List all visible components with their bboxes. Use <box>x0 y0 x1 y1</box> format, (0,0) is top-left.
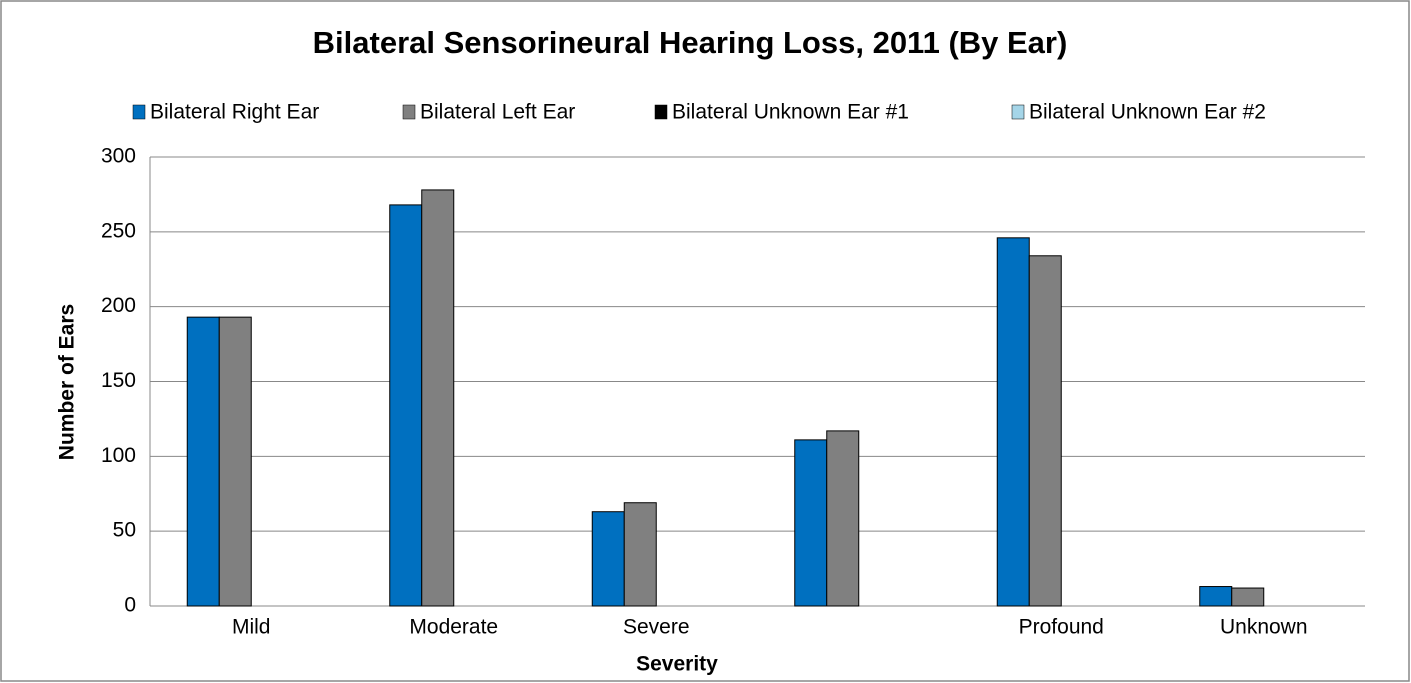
legend-label: Bilateral Unknown Ear #1 <box>672 101 909 124</box>
x-tick-label: Moderate <box>409 616 498 639</box>
x-tick-label: Severe <box>623 616 690 639</box>
legend-swatch <box>1011 104 1025 120</box>
legend-swatch <box>402 104 416 120</box>
x-axis-title: Severity <box>636 653 718 676</box>
x-tick-label: Mild <box>232 616 271 639</box>
bar <box>389 204 423 607</box>
chart-title: Bilateral Sensorineural Hearing Loss, 20… <box>313 25 1068 60</box>
bar <box>826 430 860 607</box>
legend-label: Bilateral Left Ear <box>420 101 575 124</box>
legend-swatch <box>654 104 668 120</box>
bar <box>794 439 828 607</box>
y-tick-label: 100 <box>101 444 136 467</box>
legend-label: Bilateral Unknown Ear #2 <box>1029 101 1266 124</box>
y-tick-label: 50 <box>113 519 136 542</box>
y-tick-label: 300 <box>101 145 136 168</box>
bar <box>421 189 455 607</box>
bar <box>1028 255 1062 607</box>
y-axis-title: Number of Ears <box>56 304 79 460</box>
legend-swatch <box>132 104 146 120</box>
bar <box>591 511 625 607</box>
bar <box>186 316 220 607</box>
x-tick-label: Profound <box>1019 616 1104 639</box>
bar <box>1231 587 1265 607</box>
legend-label: Bilateral Right Ear <box>150 101 319 124</box>
bar <box>218 316 252 607</box>
y-tick-label: 200 <box>101 294 136 317</box>
y-tick-label: 250 <box>101 219 136 242</box>
bar <box>1199 586 1233 607</box>
y-tick-label: 150 <box>101 369 136 392</box>
bar <box>996 237 1030 607</box>
bar <box>623 502 657 607</box>
x-tick-label: Unknown <box>1220 616 1308 639</box>
y-tick-label: 0 <box>124 594 136 617</box>
